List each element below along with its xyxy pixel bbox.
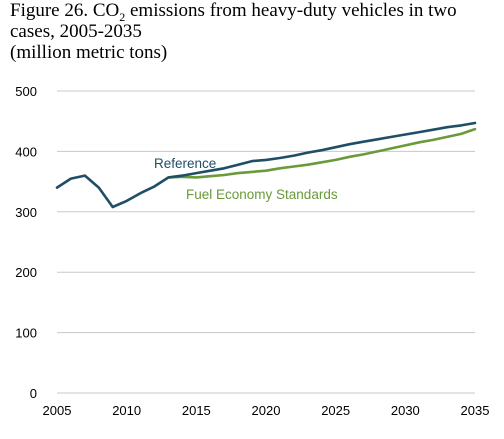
y-tick-label-0: 0 <box>30 386 37 401</box>
x-axis-ticks: 2005 2010 2015 2020 2025 2030 2035 <box>43 403 490 418</box>
title-line3: (million metric tons) <box>10 42 168 63</box>
title-line1-rest: emissions from heavy-duty vehicles in tw… <box>125 0 457 21</box>
y-tick-label-200: 200 <box>15 265 37 280</box>
y-tick-label-100: 100 <box>15 326 37 341</box>
y-axis-ticks: 0 100 200 300 400 500 <box>15 84 37 401</box>
x-tick-label-2035: 2035 <box>461 403 490 418</box>
y-tick-label-300: 300 <box>15 205 37 220</box>
x-tick-label-2025: 2025 <box>321 403 350 418</box>
series-label-fuel-economy-standards: Fuel Economy Standards <box>186 187 338 202</box>
x-tick-label-2030: 2030 <box>391 403 420 418</box>
title-prefix: Figure 26. CO <box>10 0 120 21</box>
y-tick-label-500: 500 <box>15 84 37 99</box>
series-labels: Reference Fuel Economy Standards <box>154 156 338 202</box>
x-tick-label-2015: 2015 <box>182 403 211 418</box>
title-line2: cases, 2005-2035 <box>10 21 142 42</box>
series-lines <box>55 121 477 209</box>
gridlines <box>57 90 475 394</box>
series-label-reference: Reference <box>154 156 216 171</box>
x-tick-label-2005: 2005 <box>43 403 72 418</box>
title-subscript: 2 <box>119 9 126 24</box>
series-line-reference <box>55 121 477 209</box>
y-tick-label-400: 400 <box>15 144 37 159</box>
x-tick-label-2010: 2010 <box>112 403 141 418</box>
x-tick-label-2020: 2020 <box>252 403 281 418</box>
chart-title: Figure 26. CO2 emissions from heavy-duty… <box>10 0 500 63</box>
series-line-fuel-economy-standards <box>167 127 477 179</box>
